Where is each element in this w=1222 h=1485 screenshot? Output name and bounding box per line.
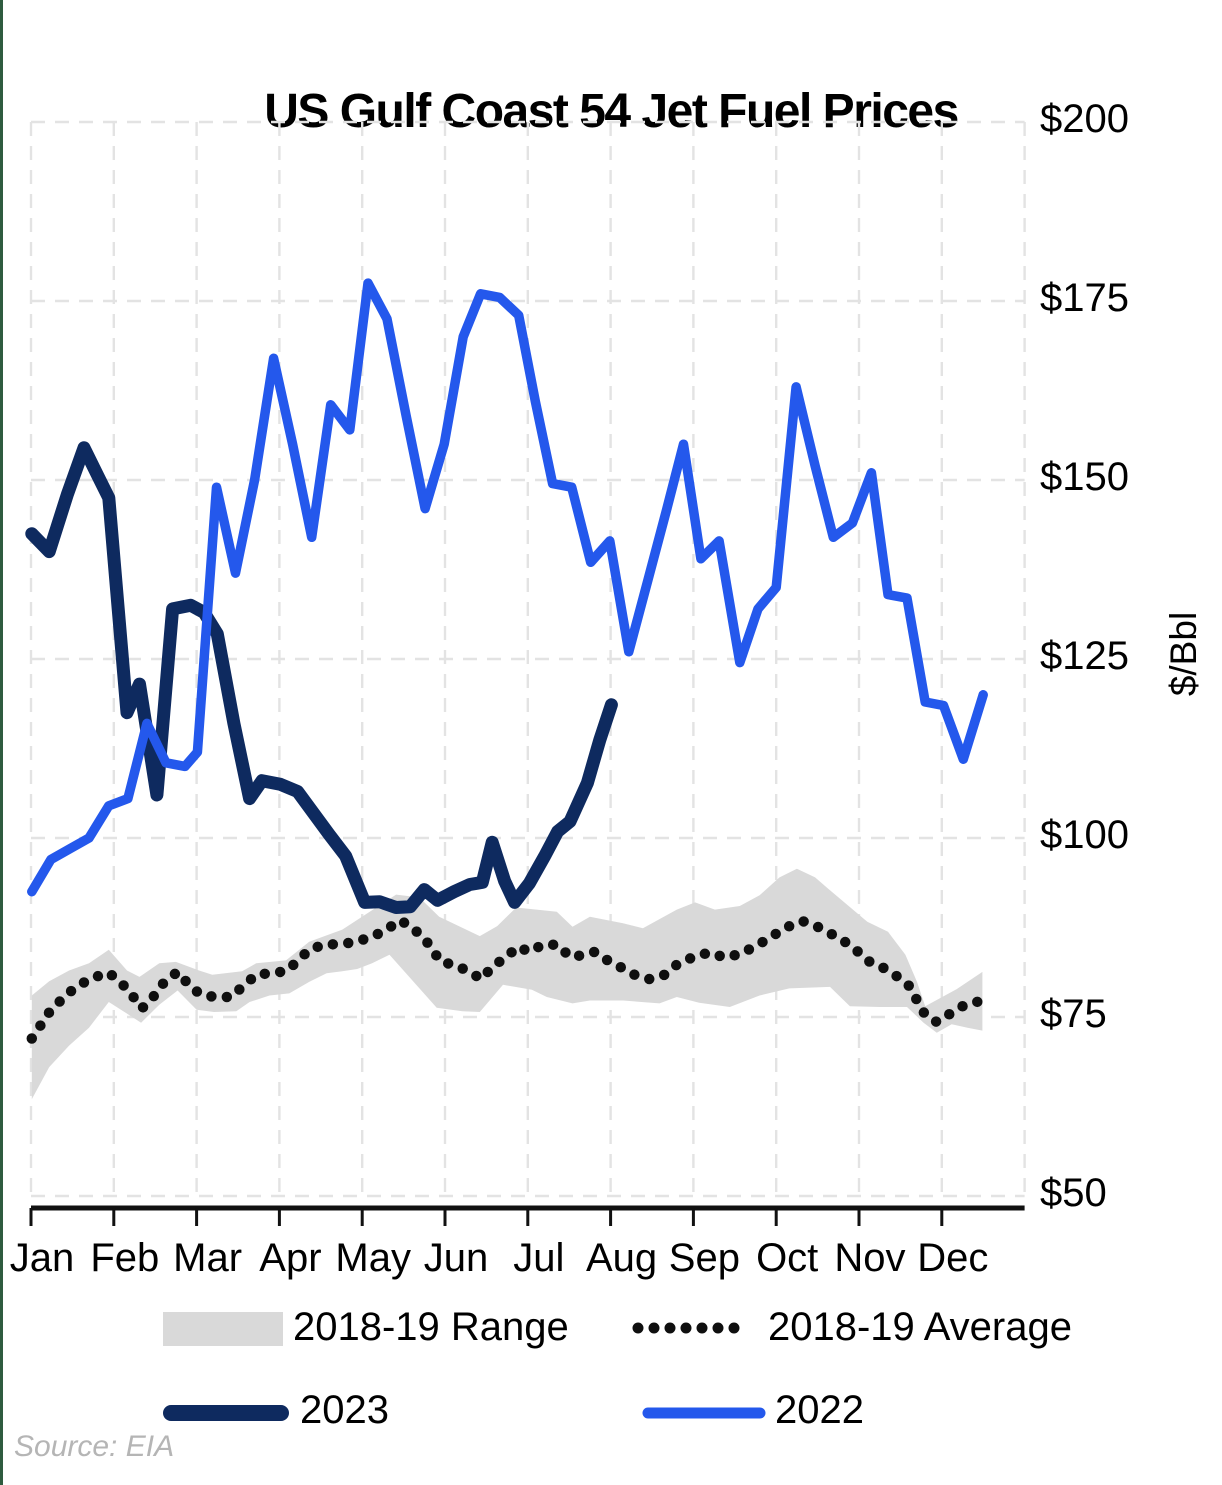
x-tick-label: Jun: [423, 1236, 489, 1280]
x-tick-label: Oct: [756, 1236, 819, 1280]
y-tick-label: $150: [1040, 455, 1129, 499]
x-tick-label: Feb: [90, 1236, 160, 1280]
series-2023-line: [25, 441, 618, 914]
legend-swatch-average: [632, 1322, 756, 1334]
x-tick-label: Aug: [586, 1236, 658, 1280]
x-tick-label: Dec: [917, 1236, 989, 1280]
y-tick-label: $125: [1040, 634, 1129, 678]
x-tick-label: Nov: [834, 1236, 906, 1280]
y-tick-label: $100: [1040, 813, 1129, 857]
series-2022-line: [27, 278, 988, 897]
legend-swatch-2022: [642, 1407, 766, 1419]
x-tick-label: Sep: [668, 1236, 740, 1280]
legend-swatch-2023: [163, 1405, 289, 1421]
x-tick-label: Jul: [513, 1236, 565, 1280]
x-tick-label: Apr: [259, 1236, 322, 1280]
x-tick-label: Mar: [173, 1236, 243, 1280]
y-tick-label: $175: [1040, 276, 1129, 320]
legend-swatch-range: [163, 1312, 283, 1346]
x-tick-label: Jan: [9, 1236, 75, 1280]
legend-label-2022: 2022: [775, 1388, 864, 1432]
y-tick-label: $200: [1040, 97, 1129, 141]
y-tick-label: $75: [1040, 992, 1107, 1036]
y-axis-unit-label: $/Bbl: [1163, 611, 1204, 697]
series-range-band: [31, 868, 983, 1100]
legend-label-range: 2018-19 Range: [293, 1305, 569, 1349]
source-note: Source: EIA: [14, 1430, 175, 1463]
x-tick-label: May: [335, 1236, 411, 1280]
legend-label-2023: 2023: [300, 1388, 389, 1432]
y-tick-label: $50: [1040, 1171, 1107, 1215]
page-edge-accent: [0, 0, 3, 1485]
legend-label-average: 2018-19 Average: [768, 1305, 1072, 1349]
